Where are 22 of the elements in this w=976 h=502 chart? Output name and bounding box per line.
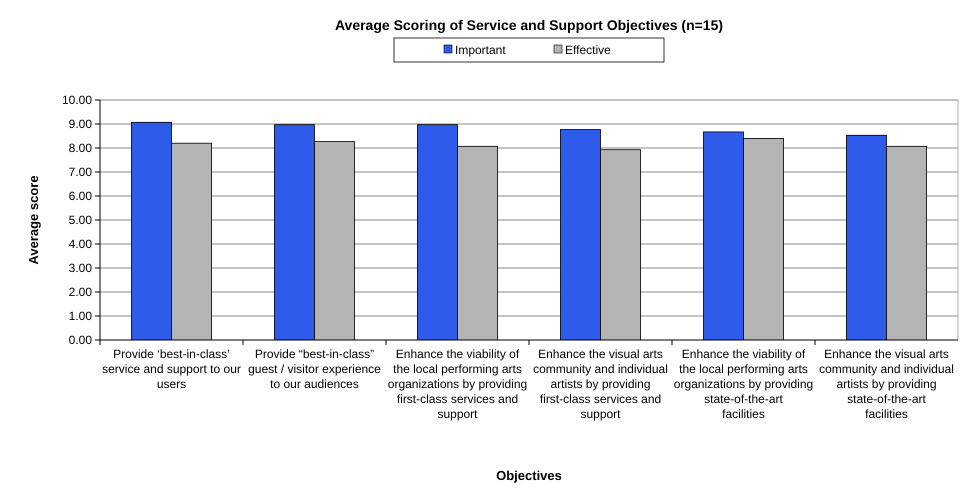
y-tick-label: 4.00 <box>68 237 92 252</box>
y-tick-label: 9.00 <box>68 117 92 132</box>
x-tick-label: Provide “best-in-class” guest / visitor experience to our audiences <box>248 347 382 391</box>
y-tick-label: 7.00 <box>68 165 92 180</box>
chart-title: Average Scoring of Service and Support Objectives (n=15) <box>334 17 724 33</box>
x-axis-title: Objectives <box>496 468 562 483</box>
y-tick-label: 3.00 <box>68 261 92 276</box>
y-axis-title: Average score <box>26 175 41 265</box>
y-tick-label: 1.00 <box>68 309 92 324</box>
legend-label: Important <box>455 43 506 57</box>
y-tick-label: 2.00 <box>68 285 92 300</box>
y-tick-label: 6.00 <box>68 189 92 204</box>
legend-label: Effective <box>565 43 612 57</box>
y-tick-label: 5.00 <box>68 213 92 228</box>
x-tick-label: Enhance the viability of the local performing arts organizations by providing state-of-the-art facilities <box>674 347 814 421</box>
x-tick-label: Enhance the visual arts community and individual artists by providing state-of-the-art facilities <box>819 347 954 421</box>
x-tick-label: Provide ‘best-in-class’ service and support to our users <box>102 347 241 391</box>
y-tick-label: 0.00 <box>68 333 92 348</box>
y-tick-label: 10.00 <box>62 93 92 108</box>
x-tick-label: Enhance the visual arts community and individual artists by providing first-class services and support <box>533 347 668 421</box>
y-tick-label: 8.00 <box>68 141 92 156</box>
x-tick-label: Enhance the viability of the local performing arts organizations by providing first-class services and support <box>388 347 528 421</box>
